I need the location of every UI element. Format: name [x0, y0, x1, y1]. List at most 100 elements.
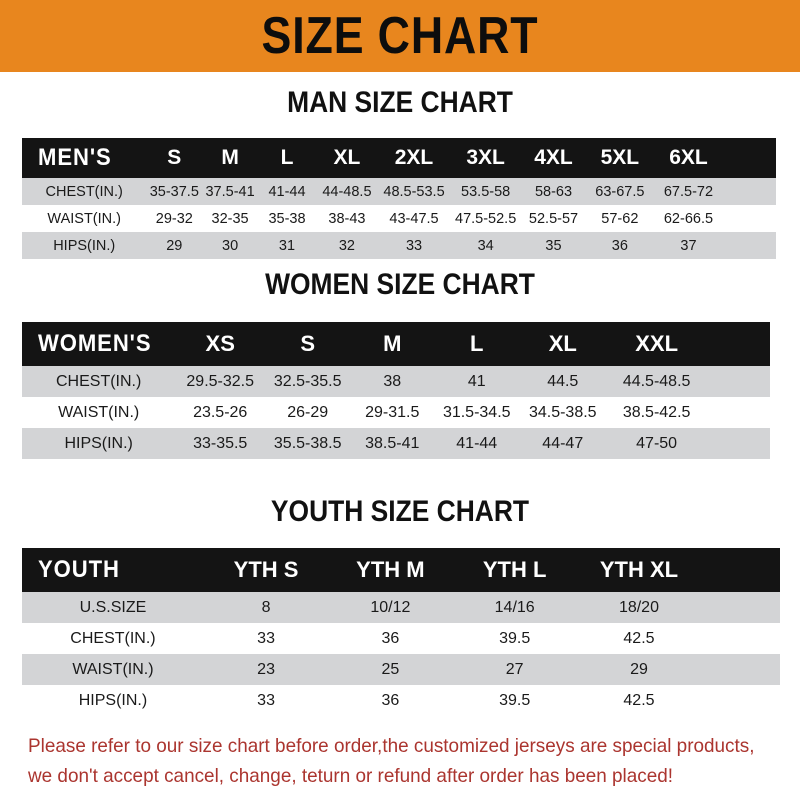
men-measurement-cell: 37 [680, 237, 697, 254]
men-measurement-cell: 44-48.5 [322, 183, 372, 200]
youth-row-label: HIPS(IN.) [78, 691, 148, 709]
women-measurement-cell: 44.5 [547, 372, 579, 390]
men-corner-label: MEN'S [22, 138, 146, 178]
women-size-header: XL [548, 331, 577, 356]
men-size-header: M [221, 146, 239, 169]
youth-section-heading: YOUTH SIZE CHART [270, 495, 530, 528]
women-row-label: HIPS(IN.) [64, 434, 133, 452]
women-measurement-cell: 33-35.5 [193, 434, 248, 452]
youth-row-filler [701, 654, 780, 685]
women-row-filler [707, 428, 770, 459]
men-size-header: L [280, 146, 294, 169]
men-measurement-cell: 41-44 [268, 183, 306, 200]
youth-measurement-cell: 29 [630, 660, 648, 678]
women-measurement-cell: 41 [467, 372, 486, 390]
youth-table-body: YOUTH YTH S YTH M YTH L YTH XL U.S.SIZE 8 10/12… [22, 548, 780, 716]
footer-line-1: Please refer to our size chart before or… [28, 735, 755, 757]
men-measurement-cell: 48.5-53.5 [383, 183, 445, 200]
women-corner-label-text: WOMEN'S [38, 330, 152, 357]
youth-measurement-cell: 18/20 [618, 598, 659, 616]
youth-size-table: YOUTH YTH S YTH M YTH L YTH XL U.S.SIZE 8 10/12… [22, 548, 780, 716]
men-table-grid: MEN'S S M L XL 2XL 3XL 4XL 5XL 6XL CHEST(IN.) 35-37… [22, 138, 776, 259]
men-size-header: 6XL [669, 146, 708, 169]
men-size-header: 2XL [394, 146, 434, 169]
men-measurement-cell: 32-35 [211, 210, 249, 227]
youth-size-header: YTH XL [599, 557, 679, 582]
women-size-header: XXL [635, 331, 679, 356]
men-measurement-cell: 38-43 [328, 210, 366, 227]
women-row-filler [707, 366, 770, 397]
youth-size-header: YTH S [233, 557, 299, 582]
women-size-header: L [470, 331, 484, 356]
youth-size-header: YTH M [356, 557, 425, 582]
men-measurement-cell: 37.5-41 [205, 183, 255, 200]
men-row-label: CHEST(IN.) [45, 183, 123, 200]
men-measurement-cell: 35-37.5 [149, 183, 199, 200]
youth-measurement-cell: 8 [261, 598, 271, 616]
women-row-label: WAIST(IN.) [58, 403, 140, 421]
men-header-filler [723, 138, 776, 178]
women-size-header: M [383, 331, 402, 356]
youth-measurement-cell: 36 [381, 629, 400, 647]
men-row-label: WAIST(IN.) [47, 210, 121, 227]
women-measurement-cell: 44.5-48.5 [622, 372, 691, 390]
men-measurement-cell: 63-67.5 [595, 183, 645, 200]
women-measurement-cell: 29-31.5 [365, 403, 420, 421]
youth-row-label: CHEST(IN.) [70, 629, 156, 647]
men-measurement-cell: 52.5-57 [528, 210, 579, 227]
men-measurement-cell: 67.5-72 [663, 183, 714, 200]
table-row: HIPS(IN.) 29 30 31 32 33 34 35 36 37 [22, 232, 776, 259]
youth-header-filler [701, 548, 780, 592]
men-section-heading: MAN SIZE CHART [287, 86, 513, 119]
women-measurement-cell: 26-29 [287, 403, 329, 421]
men-row-label: HIPS(IN.) [53, 237, 116, 254]
men-header-row: MEN'S S M L XL 2XL 3XL 4XL 5XL 6XL [22, 138, 776, 178]
youth-corner-label: YOUTH [22, 548, 204, 592]
women-table-grid: WOMEN'S XS S M L XL XXL CHEST(IN.) 29.5-32.5 32.5… [22, 322, 770, 459]
women-header-row: WOMEN'S XS S M L XL XXL [22, 322, 770, 366]
women-measurement-cell: 34.5-38.5 [528, 403, 597, 421]
youth-measurement-cell: 23 [257, 660, 275, 678]
youth-measurement-cell: 36 [381, 691, 400, 709]
men-row-filler [723, 232, 776, 259]
men-measurement-cell: 34 [477, 237, 494, 254]
men-measurement-cell: 43-47.5 [389, 210, 439, 227]
men-measurement-cell: 35 [545, 237, 562, 254]
youth-row-filler [701, 592, 780, 623]
table-row: WAIST(IN.) 23.5-26 26-29 29-31.5 31.5-34.5 34… [22, 397, 770, 428]
table-row: HIPS(IN.) 33-35.5 35.5-38.5 38.5-41 41-44 44-… [22, 428, 770, 459]
men-measurement-cell: 57-62 [601, 210, 639, 227]
women-size-header: S [300, 331, 316, 356]
men-corner-label-text: MEN'S [38, 144, 112, 171]
table-row: HIPS(IN.) 33 36 39.5 42.5 [22, 685, 780, 716]
women-measurement-cell: 23.5-26 [193, 403, 248, 421]
women-row-filler [707, 397, 770, 428]
men-table-body: MEN'S S M L XL 2XL 3XL 4XL 5XL 6XL CHEST(IN.) 35-37… [22, 138, 776, 259]
women-measurement-cell: 29.5-32.5 [186, 372, 254, 390]
men-measurement-cell: 36 [611, 237, 628, 254]
men-size-header: 4XL [534, 146, 573, 169]
men-measurement-cell: 33 [405, 237, 423, 254]
youth-table-grid: YOUTH YTH S YTH M YTH L YTH XL U.S.SIZE 8 10/12… [22, 548, 780, 716]
youth-corner-label-text: YOUTH [38, 556, 120, 583]
men-measurement-cell: 29-32 [155, 210, 193, 227]
youth-measurement-cell: 39.5 [499, 629, 531, 647]
women-measurement-cell: 38.5-41 [365, 434, 420, 452]
women-measurement-cell: 47-50 [636, 434, 678, 452]
page-title: SIZE CHART [261, 7, 539, 65]
men-measurement-cell: 47.5-52.5 [455, 210, 517, 227]
table-row: U.S.SIZE 8 10/12 14/16 18/20 [22, 592, 780, 623]
women-measurement-cell: 38 [383, 372, 402, 390]
women-size-header: XS [205, 331, 235, 356]
youth-measurement-cell: 42.5 [623, 691, 655, 709]
men-size-header: 5XL [600, 146, 640, 169]
men-measurement-cell: 30 [222, 237, 239, 254]
men-measurement-cell: 29 [166, 237, 183, 254]
table-row: CHEST(IN.) 33 36 39.5 42.5 [22, 623, 780, 654]
men-measurement-cell: 32 [338, 237, 355, 254]
women-measurement-cell: 38.5-42.5 [622, 403, 691, 421]
men-size-header: 3XL [466, 146, 505, 169]
men-size-header: S [167, 146, 182, 169]
men-measurement-cell: 58-63 [534, 183, 573, 200]
